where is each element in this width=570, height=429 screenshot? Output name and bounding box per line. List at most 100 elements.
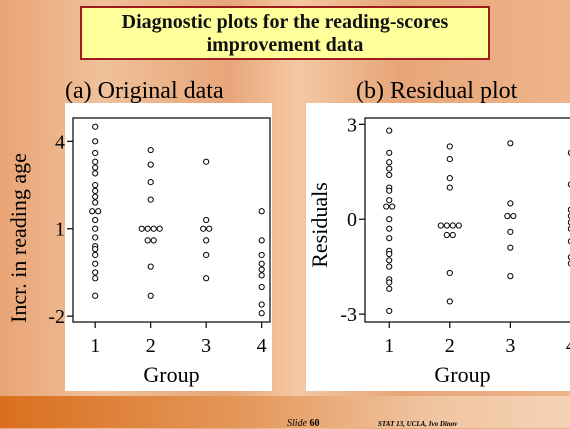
panel-b-xtick-label-1: 2 [445, 335, 455, 357]
panel-b-point-19 [386, 285, 393, 292]
slide-title-line1: Diagnostic plots for the reading-scores [121, 11, 449, 33]
panel-a-point-34 [203, 158, 210, 165]
panel-b-point-35 [504, 212, 511, 220]
panel-b-point-29 [443, 231, 450, 239]
panel-b-ytick-label-0: -3 [340, 304, 357, 326]
panel-b-point-38 [507, 244, 514, 251]
panel-b-point-7 [386, 197, 393, 204]
panel-a-point-36 [200, 225, 207, 232]
panel-a-point-30 [144, 237, 151, 244]
panel-b-point-16 [386, 263, 393, 270]
panel-b-frame [364, 117, 570, 323]
panel-a-point-21 [92, 292, 99, 299]
footer-slide-number: Slide 60 [287, 418, 320, 429]
panel-a-xlabel: Group [143, 362, 199, 387]
panel-b-background [306, 103, 570, 391]
panel-b-point-36 [510, 212, 517, 220]
panel-a-point-10 [89, 208, 96, 215]
panel-b-point-39 [507, 273, 514, 280]
panel-b-point-14 [386, 250, 393, 258]
panel-b-point-3 [386, 165, 393, 172]
panel-b-point-0 [386, 127, 393, 134]
panel-a-point-14 [92, 234, 99, 241]
slide-title-box: Diagnostic plots for the reading-scores … [80, 6, 490, 60]
panel-b-xtick-label-0: 1 [384, 335, 394, 357]
panel-a-point-40 [203, 275, 210, 282]
panel-a-xtick-label-0: 1 [90, 335, 100, 357]
panel-a-point-45 [258, 266, 265, 273]
panel-b-point-12 [386, 235, 393, 242]
panel-b-point-8 [383, 203, 390, 210]
panel-a-point-42 [258, 237, 265, 244]
panel-b-point-26 [443, 222, 450, 229]
footer-course: STAT 13, UCLA, Ivo Dinov [378, 420, 458, 428]
panel-a-ytick-label-0: -2 [48, 306, 65, 328]
panel-b-point-34 [507, 200, 514, 207]
panel-a-point-11 [95, 208, 102, 215]
panel-a-xtick-label-2: 3 [201, 335, 211, 357]
panel-a-point-12 [92, 216, 99, 224]
panel-a-point-35 [203, 216, 210, 224]
slide-title-line2: improvement data [206, 34, 364, 56]
panel-b-xtick-label-2: 3 [505, 335, 515, 357]
panel-a-point-6 [92, 181, 99, 189]
panel-a-point-2 [92, 149, 99, 157]
panel-a-point-39 [203, 251, 210, 259]
panel-b-title: (b) Residual plot [356, 78, 518, 104]
panel-b-xtick-label-3: 4 [566, 335, 570, 357]
panel-b-point-30 [449, 231, 456, 239]
panel-a-point-28 [150, 225, 157, 232]
panel-a-point-3 [92, 158, 99, 165]
panel-a-point-20 [92, 275, 99, 282]
panel-b-point-2 [386, 159, 393, 166]
panel-b-point-37 [507, 228, 514, 235]
panel-b-point-33 [507, 140, 514, 147]
panel-b-point-20 [386, 307, 393, 315]
panel-a-point-49 [258, 310, 265, 317]
panel-b-point-32 [446, 298, 453, 305]
panel-a-point-37 [206, 225, 213, 232]
panel-b-point-4 [386, 171, 393, 179]
panel-b-point-24 [446, 184, 453, 191]
panel-a-point-38 [203, 237, 210, 244]
panel-a-point-0 [92, 123, 99, 130]
panel-a-point-24 [147, 179, 154, 186]
panel-a-point-41 [258, 208, 265, 215]
panel-b-point-6 [386, 187, 393, 194]
panel-a-xtick-label-1: 2 [146, 335, 156, 357]
panel-a-point-7 [92, 187, 99, 194]
panel-a-point-33 [147, 292, 154, 299]
panel-a-point-26 [138, 225, 145, 232]
panel-a-point-1 [92, 138, 99, 145]
panel-a-background [65, 103, 272, 391]
panel-a-point-13 [92, 225, 99, 232]
panel-a-point-4 [92, 164, 99, 171]
panel-b-xlabel: Group [434, 362, 490, 387]
panel-b-point-27 [449, 222, 456, 229]
panel-b-ylabel: Residuals [307, 182, 332, 268]
panel-b-ytick-label-1: 0 [347, 209, 357, 231]
panel-a-point-9 [92, 199, 99, 206]
panel-a-ytick-label-2: 4 [55, 131, 65, 153]
panel-a-ylabel: Incr. in reading age [6, 153, 31, 323]
panel-a-point-23 [147, 161, 154, 168]
panel-a-point-44 [258, 260, 265, 267]
panel-b-point-21 [446, 143, 453, 150]
panel-b-point-23 [446, 174, 453, 182]
footer-slide-value: 60 [309, 418, 320, 429]
panel-a-point-32 [147, 263, 154, 270]
panel-a-point-17 [92, 251, 99, 259]
panel-a-point-46 [258, 272, 265, 279]
panel-a-ytick-label-1: 1 [55, 219, 65, 241]
panel-b-point-10 [386, 216, 393, 223]
panel-a-point-8 [92, 193, 99, 200]
slide-bottom-bar [0, 396, 570, 428]
panel-a-point-43 [258, 251, 265, 259]
panel-b-point-22 [446, 156, 453, 163]
panel-b-ytick-label-2: 3 [347, 114, 357, 136]
panel-b-point-25 [437, 222, 444, 229]
panel-a-frame [72, 117, 271, 323]
panel-b-point-11 [386, 225, 393, 232]
panel-a-point-47 [258, 283, 265, 291]
